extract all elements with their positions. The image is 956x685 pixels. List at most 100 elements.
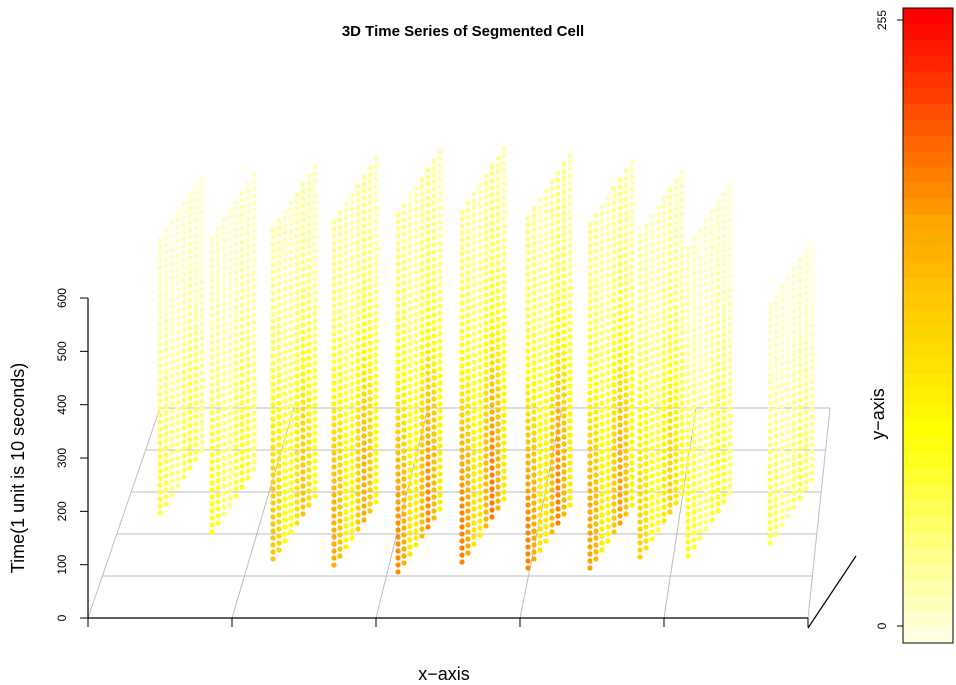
data-point	[407, 544, 413, 550]
data-point	[617, 303, 623, 309]
data-point	[567, 460, 573, 466]
data-point	[349, 290, 355, 296]
data-point	[703, 344, 709, 350]
data-point	[525, 222, 531, 228]
data-point	[215, 485, 221, 491]
data-point	[501, 188, 507, 194]
data-point	[679, 232, 685, 238]
data-point	[419, 526, 425, 532]
data-point	[239, 435, 245, 441]
data-point	[276, 365, 282, 371]
data-point	[312, 318, 318, 324]
data-point	[525, 362, 531, 368]
data-point	[691, 299, 697, 305]
data-point	[727, 420, 733, 426]
data-point	[425, 412, 431, 418]
data-point	[561, 168, 567, 174]
data-point	[163, 487, 169, 493]
data-point	[785, 401, 791, 407]
data-point	[679, 309, 685, 315]
data-point	[779, 403, 785, 409]
data-point	[276, 456, 282, 462]
data-point	[637, 414, 643, 420]
data-point	[495, 225, 501, 231]
data-point	[163, 424, 169, 430]
data-point	[221, 287, 227, 293]
data-point	[187, 318, 193, 324]
data-point	[401, 371, 407, 377]
data-point	[555, 373, 561, 379]
data-point	[355, 470, 361, 476]
data-point	[685, 245, 691, 251]
data-point	[643, 258, 649, 264]
data-point	[543, 440, 549, 446]
data-point	[251, 277, 257, 283]
data-point	[593, 297, 599, 303]
data-point	[193, 428, 199, 434]
data-point	[773, 377, 779, 383]
data-point	[649, 459, 655, 465]
data-point	[567, 306, 573, 312]
data-point	[373, 303, 379, 309]
data-point	[355, 400, 361, 406]
data-point	[221, 217, 227, 223]
data-point	[431, 361, 437, 367]
data-point	[419, 351, 425, 357]
data-point	[593, 276, 599, 282]
data-point	[555, 331, 561, 337]
data-point	[401, 329, 407, 335]
data-point	[288, 207, 294, 213]
data-point	[495, 232, 501, 238]
data-point	[643, 244, 649, 250]
z-tick-label: 600	[55, 288, 69, 308]
data-point	[349, 451, 355, 457]
data-point	[685, 392, 691, 398]
data-point	[709, 230, 715, 236]
data-point	[395, 261, 401, 267]
data-point	[288, 270, 294, 276]
data-point	[809, 344, 815, 350]
data-point	[495, 323, 501, 329]
data-point	[471, 261, 477, 267]
data-point	[643, 461, 649, 467]
data-point	[697, 360, 703, 366]
data-point	[355, 281, 361, 287]
data-point	[431, 410, 437, 416]
data-point	[163, 249, 169, 255]
data-point	[437, 359, 443, 365]
data-point	[667, 187, 673, 193]
data-point	[809, 337, 815, 343]
data-point	[300, 203, 306, 209]
data-point	[187, 444, 193, 450]
data-point	[459, 531, 465, 537]
data-point	[425, 356, 431, 362]
data-point	[495, 260, 501, 266]
data-point	[239, 239, 245, 245]
data-point	[300, 308, 306, 314]
data-point	[367, 214, 373, 220]
data-point	[300, 434, 306, 440]
data-point	[294, 289, 300, 295]
data-point	[673, 332, 679, 338]
data-point	[791, 301, 797, 307]
data-point	[233, 269, 239, 275]
data-point	[599, 379, 605, 385]
data-point	[691, 446, 697, 452]
data-point	[367, 291, 373, 297]
data-point	[300, 182, 306, 188]
data-point	[276, 533, 282, 539]
data-point	[157, 426, 163, 432]
data-point	[288, 508, 294, 514]
data-point	[187, 234, 193, 240]
data-point	[215, 429, 221, 435]
data-point	[679, 274, 685, 280]
data-point	[355, 365, 361, 371]
data-point	[294, 492, 300, 498]
data-point	[401, 497, 407, 503]
data-point	[703, 281, 709, 287]
data-point	[276, 309, 282, 315]
data-point	[561, 420, 567, 426]
data-point	[715, 200, 721, 206]
data-point	[767, 379, 773, 385]
data-point	[531, 220, 537, 226]
